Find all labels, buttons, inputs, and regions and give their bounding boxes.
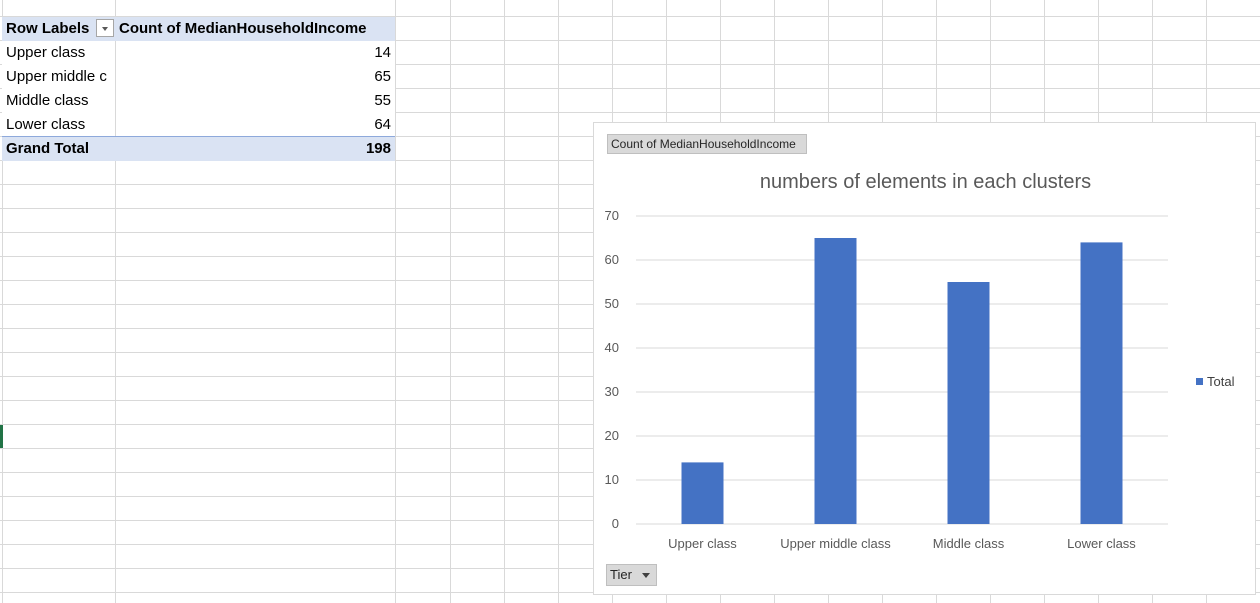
chart-legend[interactable]: Total <box>1196 374 1234 389</box>
grand-total-row[interactable]: Grand Total 198 <box>2 136 395 161</box>
value-column-header[interactable]: Count of MedianHouseholdIncome <box>119 20 367 37</box>
bar[interactable] <box>681 462 724 524</box>
grid-column-line <box>558 0 559 603</box>
grid-column-line <box>450 0 451 603</box>
y-tick-label: 30 <box>605 384 619 399</box>
grid-row-line <box>0 16 1260 17</box>
y-tick-label: 40 <box>605 340 619 355</box>
row-labels-filter-dropdown-icon[interactable] <box>96 19 114 37</box>
grand-total-label: Grand Total <box>6 140 90 157</box>
pivot-row[interactable]: Upper middle c 65 <box>2 65 395 89</box>
grid-row-line <box>0 112 1260 113</box>
value-field-button[interactable]: Count of MedianHouseholdIncome <box>607 134 807 154</box>
cell-divider <box>115 65 116 89</box>
cell-divider <box>115 41 116 65</box>
cell-divider <box>115 113 116 137</box>
chevron-down-icon <box>642 573 650 578</box>
pivot-row[interactable]: Upper class 14 <box>2 41 395 65</box>
grand-total-value: 198 <box>365 140 391 157</box>
x-tick-label: Upper class <box>668 536 737 551</box>
grid-row-line <box>0 40 1260 41</box>
axis-field-label: Tier <box>610 567 632 582</box>
x-tick-label: Lower class <box>1067 536 1136 551</box>
pivot-row[interactable]: Lower class 64 <box>2 113 395 137</box>
pivot-row-label: Lower class <box>6 116 86 133</box>
pivot-row-label: Upper middle c <box>6 68 107 85</box>
grid-column-line <box>2 0 3 603</box>
bar[interactable] <box>1080 242 1123 524</box>
grid-row-line <box>0 64 1260 65</box>
pivot-row-label: Middle class <box>6 92 89 109</box>
axis-field-button[interactable]: Tier <box>606 564 657 586</box>
pivot-row-value: 14 <box>374 44 391 61</box>
chart-plot-area[interactable]: 0 10 20 30 40 50 60 70 Upper class Upper middle c… <box>594 123 1257 596</box>
chart-title[interactable]: numbers of elements in each clusters <box>759 171 1092 193</box>
pivot-header-row: Row Labels Count of MedianHouseholdIncom… <box>2 17 395 42</box>
row-labels-header[interactable]: Row Labels <box>6 20 90 37</box>
pivot-row-value: 65 <box>374 68 391 85</box>
legend-swatch <box>1196 378 1203 385</box>
y-tick-label: 60 <box>605 252 619 267</box>
y-tick-label: 0 <box>612 516 619 531</box>
legend-series-label: Total <box>1207 374 1235 389</box>
pivot-row-value: 64 <box>374 116 391 133</box>
grid-column-line <box>395 0 396 603</box>
pivot-row[interactable]: Middle class 55 <box>2 89 395 113</box>
bar[interactable] <box>814 238 857 524</box>
pivot-row-label: Upper class <box>6 44 86 61</box>
active-cell-indicator <box>0 425 3 448</box>
bar[interactable] <box>947 282 990 524</box>
y-tick-label: 10 <box>605 472 619 487</box>
pivot-chart[interactable]: Count of MedianHouseholdIncome numbers o… <box>593 122 1256 595</box>
pivot-row-value: 55 <box>374 92 391 109</box>
y-tick-label: 70 <box>605 208 619 223</box>
y-tick-label: 50 <box>605 296 619 311</box>
grid-column-line <box>504 0 505 603</box>
cell-divider <box>115 89 116 113</box>
x-tick-label: Middle class <box>933 536 1005 551</box>
y-tick-label: 20 <box>605 428 619 443</box>
grid-column-line <box>115 0 116 603</box>
grid-row-line <box>0 88 1260 89</box>
x-tick-label: Upper middle class <box>780 536 891 551</box>
